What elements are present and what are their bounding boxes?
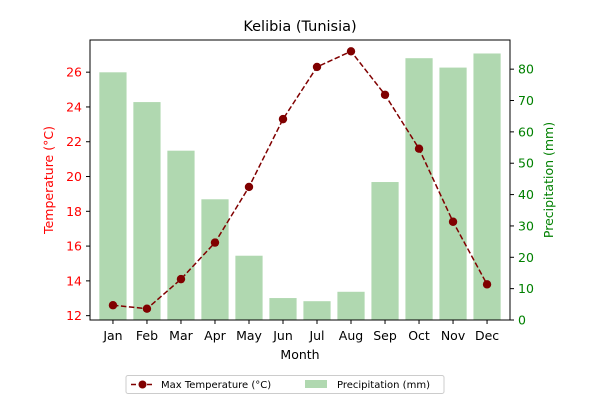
temperature-point-apr [210, 238, 220, 247]
bar-precipitation-jun [269, 298, 297, 320]
bar-precipitation-dec [473, 53, 501, 320]
bar-precipitation-feb [133, 102, 161, 320]
y-left-tick-label-18: 18 [66, 204, 82, 219]
x-tick-label-mar: Mar [169, 328, 193, 343]
y-left-tick-label-22: 22 [66, 134, 82, 149]
plot-frame [89, 39, 511, 321]
y-right-tick-label-30: 30 [518, 218, 534, 233]
y-right-tick-label-20: 20 [518, 250, 534, 265]
y-right-tick-label-60: 60 [518, 124, 534, 139]
temperature-point-sep [380, 90, 390, 99]
x-tick-label-sep: Sep [373, 328, 397, 343]
y-axis-right: 0 10 20 30 40 50 60 70 80 [510, 62, 534, 328]
x-tick-label-jan: Jan [102, 328, 122, 343]
x-tick-label-feb: Feb [136, 328, 158, 343]
x-axis-title: Month [280, 347, 319, 362]
x-tick-label-may: May [236, 328, 262, 343]
temperature-point-feb [142, 304, 152, 313]
temperature-line [112, 50, 488, 310]
y-left-tick-label-20: 20 [66, 169, 82, 184]
bar-precipitation-aug [337, 291, 365, 320]
bar-precipitation-jan [99, 72, 127, 320]
legend: Max Temperature (°C) Precipitation (mm) [125, 375, 445, 394]
bar-precipitation-apr [201, 199, 229, 320]
chart-title: Kelibia (Tunisia) [243, 19, 356, 35]
y-left-tick-label-24: 24 [66, 99, 82, 114]
temperature-point-aug [346, 47, 356, 56]
y-left-tick-label-12: 12 [66, 308, 82, 323]
legend-label-precipitation: Precipitation (mm) [337, 380, 430, 391]
temperature-point-oct [414, 144, 424, 153]
y-right-tick-label-0: 0 [518, 313, 526, 328]
bar-precipitation-oct [405, 58, 433, 320]
temperature-point-nov [448, 217, 458, 226]
temperature-point-jun [278, 114, 288, 124]
y-axis-right-title: Precipitation (mm) [541, 122, 556, 238]
temperature-point-mar [176, 274, 186, 284]
bar-precipitation-sep [371, 182, 399, 320]
y-right-tick-label-50: 50 [518, 156, 534, 171]
x-axis: Jan Feb Mar Apr May Jun Jul Aug Sep Oct Nov Dec [102, 320, 499, 343]
bar-precipitation-may [235, 255, 263, 320]
bar-precipitation-nov [439, 67, 467, 320]
x-tick-label-jul: Jul [308, 328, 324, 343]
x-tick-label-dec: Dec [475, 328, 499, 343]
x-tick-label-jun: Jun [272, 328, 293, 343]
bar-precipitation-jul [303, 301, 331, 320]
temperature-point-may [244, 182, 254, 192]
x-tick-label-nov: Nov [441, 328, 466, 343]
temperature-point-jul [312, 62, 322, 72]
line-layer [108, 47, 492, 313]
x-tick-label-apr: Apr [204, 328, 226, 343]
x-tick-label-oct: Oct [408, 328, 430, 343]
legend-label-temperature: Max Temperature (°C) [161, 380, 271, 391]
temperature-point-dec [482, 280, 492, 289]
y-left-tick-label-26: 26 [66, 65, 82, 80]
temperature-point-jan [108, 301, 118, 310]
bar-precipitation-mar [167, 150, 195, 320]
bars-layer [99, 53, 501, 320]
y-right-tick-label-10: 10 [518, 281, 534, 296]
y-left-tick-label-16: 16 [66, 239, 82, 254]
legend-frame [125, 375, 445, 394]
x-tick-label-aug: Aug [339, 328, 363, 343]
y-right-tick-label-80: 80 [518, 62, 534, 77]
y-right-tick-label-40: 40 [518, 187, 534, 202]
y-right-tick-label-70: 70 [518, 93, 534, 108]
y-axis-left-title: Temperature (°C) [41, 126, 56, 235]
y-axis-left: 12 14 16 18 20 22 24 26 [66, 65, 90, 323]
y-left-tick-label-14: 14 [66, 273, 82, 288]
legend-bar-swatch [305, 380, 327, 388]
legend-marker-swatch [138, 380, 147, 389]
